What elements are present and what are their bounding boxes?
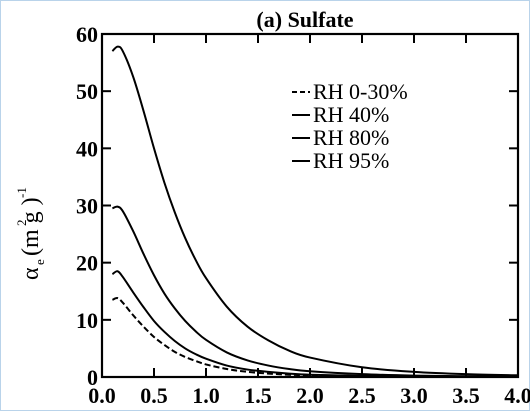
y-axis-exponent-neg1: -1 [14, 187, 29, 198]
y-tick-label: 30 [76, 194, 98, 219]
x-tick-label: 2.0 [296, 383, 324, 408]
y-tick-label: 50 [76, 79, 98, 104]
x-tick-label: 1.0 [192, 383, 220, 408]
legend-label-0: RH 0-30% [313, 79, 408, 104]
x-tick-label: 0.0 [88, 383, 116, 408]
y-tick-label: 40 [76, 136, 98, 161]
y-axis-units: (m g ) [18, 197, 44, 256]
y-tick-label: 0 [87, 365, 98, 390]
x-tick-label: 3.0 [400, 383, 428, 408]
x-tick-label: 4.0 [504, 383, 530, 408]
legend-label-2: RH 80% [313, 125, 389, 150]
series-line-3 [111, 45, 519, 377]
legend-label-1: RH 40% [313, 102, 389, 127]
plot-border [100, 32, 520, 379]
x-tick-label: 2.5 [348, 383, 376, 408]
y-axis-subscript: e [32, 259, 47, 265]
y-axis-symbol: α [18, 267, 44, 280]
x-tick-label: 0.5 [140, 383, 168, 408]
x-tick-label: 1.5 [244, 383, 272, 408]
x-tick-label: 3.5 [452, 383, 480, 408]
y-tick-label: 60 [76, 22, 98, 47]
series-layer [111, 45, 519, 378]
chart-title: (a) Sulfate [256, 7, 353, 32]
y-tick-label: 10 [76, 308, 98, 333]
legend: RH 0-30%RH 40%RH 80%RH 95% [292, 79, 408, 173]
y-axis-label: α e (m g ) 2 -1 [14, 187, 47, 280]
y-axis-exponent-2: 2 [14, 220, 29, 227]
series-line-1 [111, 270, 519, 378]
series-line-0 [112, 297, 519, 378]
axes-layer: 0.0 0.5 1.0 1.5 2.0 2.5 3.0 3.5 4.0 0 10 20 30 40 50 60 [76, 22, 530, 408]
y-tick-label: 20 [76, 251, 98, 276]
series-line-2 [112, 205, 519, 378]
legend-label-3: RH 95% [313, 148, 389, 173]
